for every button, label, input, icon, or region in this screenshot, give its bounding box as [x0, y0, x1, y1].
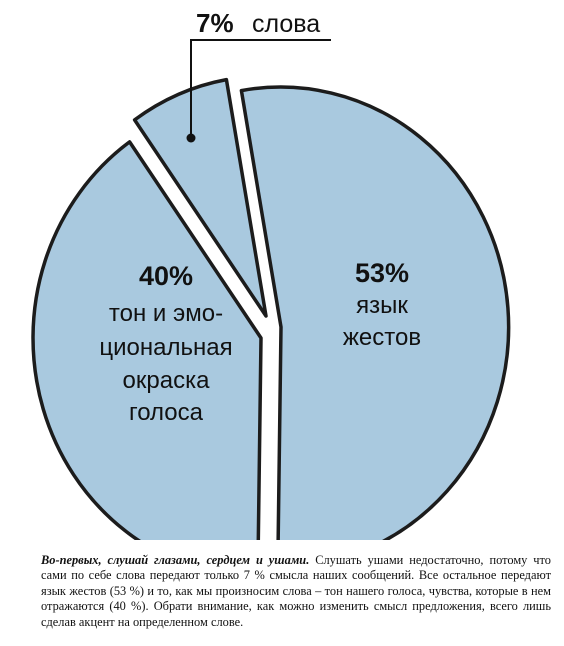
slice-text-label: язык: [356, 292, 408, 319]
slice-pct-label: 53%: [355, 258, 409, 288]
callout-text-label: слова: [252, 10, 320, 38]
pie-slices: [31, 77, 511, 540]
slice-text-label: жестов: [343, 324, 421, 351]
callout: 7% слова: [186, 8, 331, 143]
caption-lead: Во-первых, слушай глазами, сердцем и уша…: [41, 553, 310, 567]
slice-7: [132, 77, 268, 318]
slice-label-53: 53% язык жестов: [343, 258, 421, 351]
callout-leader-line: [190, 39, 331, 138]
slice-40: [31, 140, 263, 540]
slice-text-label: окраска: [123, 367, 211, 394]
slice-pct-label: 40%: [139, 261, 193, 291]
caption-body: Слушать ушами недостаточно, потому что с…: [41, 553, 551, 629]
caption-paragraph: Во-первых, слушай глазами, сердцем и уша…: [41, 553, 551, 630]
callout-pct-label: 7%: [196, 8, 234, 38]
slice-text-label: тон и эмо-: [109, 300, 223, 327]
slice-text-label: циональная: [99, 334, 232, 361]
pie-chart: 7% слова 53% язык жестов 40% тон и эмо- …: [31, 8, 511, 540]
slice-label-40: 40% тон и эмо- циональная окраска голоса: [99, 261, 232, 426]
slice-53: [239, 85, 511, 540]
slice-text-label: голоса: [129, 399, 204, 426]
